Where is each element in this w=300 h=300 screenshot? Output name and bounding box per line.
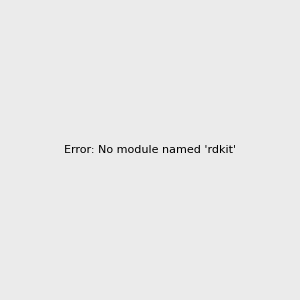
Text: Error: No module named 'rdkit': Error: No module named 'rdkit' <box>64 145 236 155</box>
